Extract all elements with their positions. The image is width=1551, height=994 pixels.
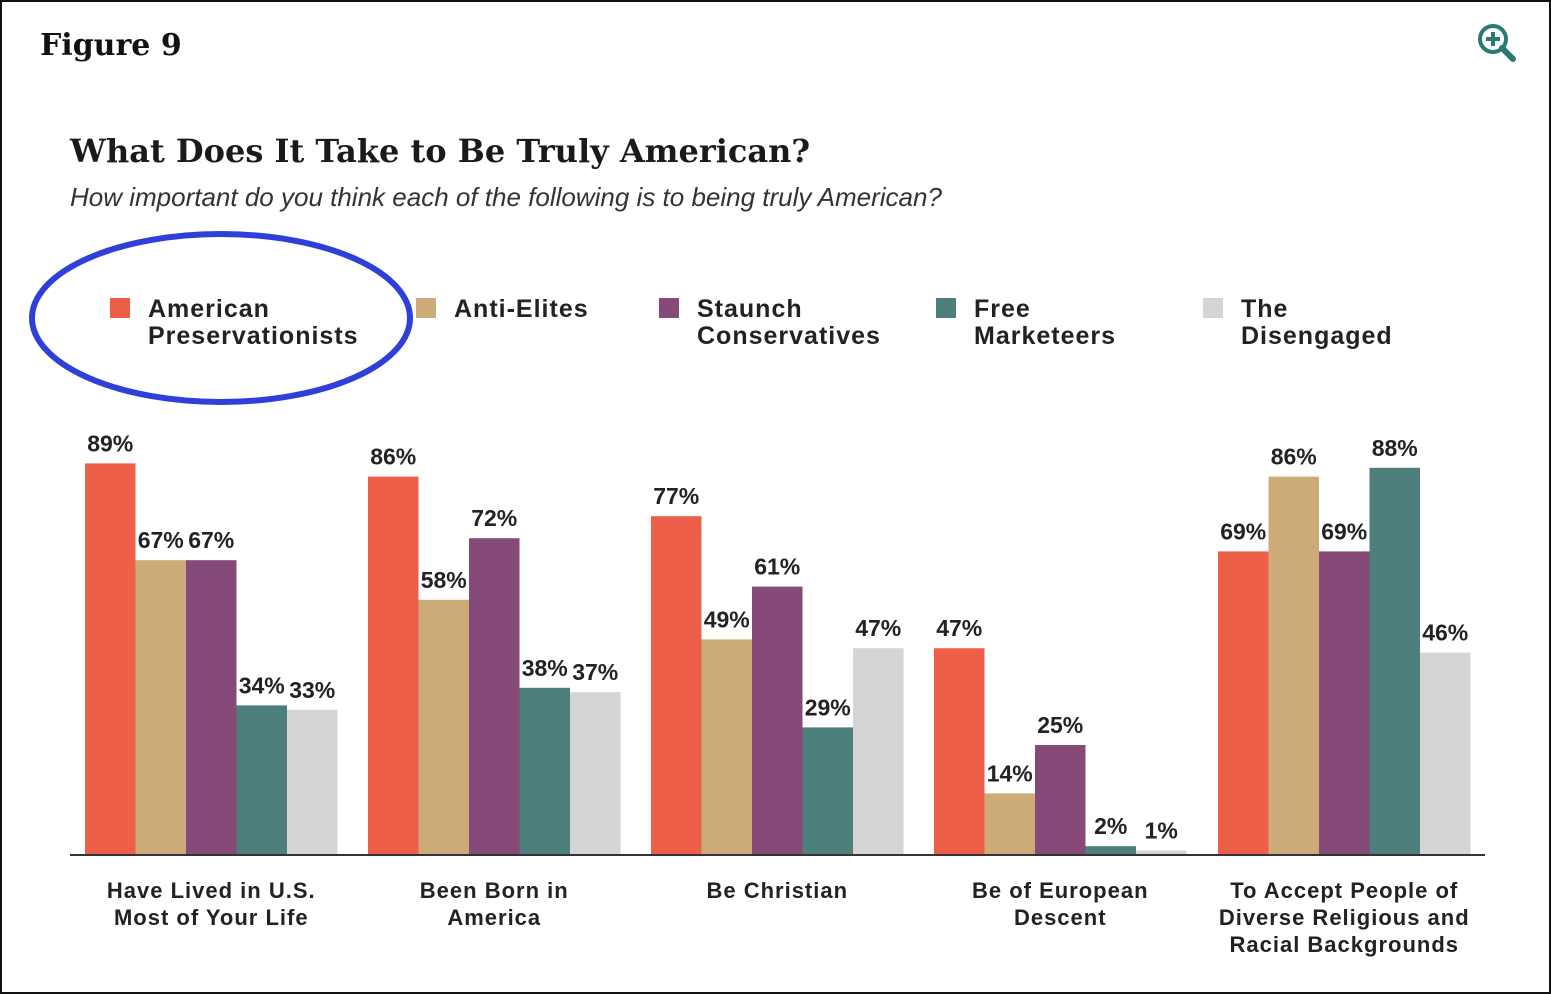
category-label: Been Born in America <box>420 878 569 930</box>
legend-label: American Preservationists <box>148 295 359 350</box>
bar <box>853 648 904 855</box>
bar <box>1369 467 1420 855</box>
legend-label: The Disengaged <box>1241 295 1393 350</box>
bar <box>701 639 752 855</box>
bar <box>1268 476 1319 855</box>
bar <box>934 648 985 855</box>
bar <box>1085 846 1136 855</box>
bars-layer <box>85 463 1471 855</box>
data-label: 47% <box>855 615 901 641</box>
data-label: 67% <box>138 527 184 553</box>
bar <box>287 709 338 855</box>
category-labels-layer: Have Lived in U.S. Most of Your Life Been … <box>107 878 1470 957</box>
data-label: 47% <box>936 615 982 641</box>
data-label: 86% <box>370 444 416 470</box>
bar <box>752 586 803 855</box>
bar <box>802 727 853 855</box>
legend-swatch <box>659 298 679 318</box>
bar <box>1136 850 1187 855</box>
bar <box>135 560 186 855</box>
bar <box>1218 551 1269 855</box>
data-label: 49% <box>704 606 750 632</box>
bar <box>1319 551 1370 855</box>
chart-subtitle: How important do you think each of the f… <box>70 182 942 212</box>
bar <box>1035 745 1086 855</box>
figure-label: Figure 9 <box>40 28 182 63</box>
legend-item-american-preservationists: American Preservationists <box>110 296 359 350</box>
category-label: To Accept People of Diverse Religious and… <box>1219 878 1470 957</box>
legend-swatch <box>936 298 956 318</box>
legend-label: Free Marketeers <box>974 295 1117 350</box>
bar <box>186 560 237 855</box>
legend-swatch <box>110 298 130 318</box>
legend-item-staunch-conservatives: Staunch Conservatives <box>659 296 881 350</box>
legend-item-the-disengaged: The Disengaged <box>1203 296 1393 350</box>
data-label: 46% <box>1422 620 1468 646</box>
bar <box>236 705 287 855</box>
category-label: Have Lived in U.S. Most of Your Life <box>107 878 316 930</box>
data-label: 77% <box>653 483 699 509</box>
legend-item-free-marketeers: Free Marketeers <box>936 296 1116 350</box>
data-label: 72% <box>471 505 517 531</box>
data-label: 2% <box>1094 813 1127 839</box>
data-label: 61% <box>754 554 800 580</box>
bar <box>519 687 570 855</box>
highlight-ellipse <box>29 231 413 405</box>
chart-title: What Does It Take to Be Truly American? <box>70 132 811 170</box>
data-label: 69% <box>1220 518 1266 544</box>
legend-label: Anti-Elites <box>454 295 589 323</box>
legend-item-anti-elites: Anti-Elites <box>416 296 589 323</box>
legend-label: Staunch Conservatives <box>697 295 881 350</box>
data-label: 88% <box>1372 435 1418 461</box>
legend-swatch <box>1203 298 1223 318</box>
data-label: 37% <box>572 659 618 685</box>
zoom-in-icon[interactable] <box>1476 22 1518 64</box>
data-label: 25% <box>1037 712 1083 738</box>
bar <box>85 463 136 855</box>
bar <box>469 538 520 855</box>
bar <box>651 516 702 855</box>
bar <box>368 476 419 855</box>
legend-swatch <box>416 298 436 318</box>
data-label: 89% <box>87 430 133 456</box>
data-label: 86% <box>1271 444 1317 470</box>
bar <box>570 692 621 855</box>
category-label: Be Christian <box>706 878 848 903</box>
data-label: 33% <box>289 677 335 703</box>
data-label: 38% <box>522 655 568 681</box>
bar <box>984 793 1035 855</box>
value-labels-layer: 89% 67% 67% 34% 33% 86% 58% 72% 38% 37% 77% 49%61% 2… <box>87 430 1468 843</box>
data-label: 29% <box>805 694 851 720</box>
category-label: Be of European Descent <box>972 878 1149 930</box>
data-label: 1% <box>1145 818 1178 844</box>
data-label: 67% <box>188 527 234 553</box>
data-label: 58% <box>421 567 467 593</box>
data-label: 14% <box>987 760 1033 786</box>
data-label: 69% <box>1321 518 1367 544</box>
data-label: 34% <box>239 672 285 698</box>
bar <box>418 599 469 855</box>
bar <box>1420 652 1471 855</box>
